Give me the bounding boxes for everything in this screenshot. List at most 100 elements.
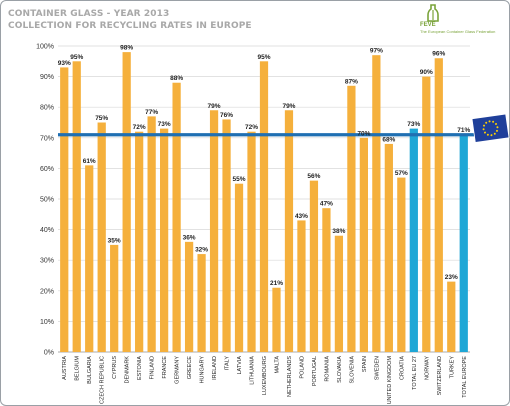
category-label: BULGARIA bbox=[87, 356, 93, 384]
y-tick-label: 40% bbox=[40, 227, 54, 234]
data-label: 70% bbox=[357, 130, 370, 137]
bar bbox=[422, 76, 431, 352]
bar bbox=[184, 241, 194, 352]
flag-star bbox=[495, 129, 498, 132]
category-label: LATVIA bbox=[237, 356, 243, 375]
bar bbox=[334, 235, 344, 352]
category-label: CROATIA bbox=[399, 356, 405, 380]
bar bbox=[172, 82, 181, 352]
category-label: ESTONIA bbox=[137, 356, 143, 380]
glass-bottle-icon bbox=[427, 4, 439, 22]
data-label: 95% bbox=[257, 54, 270, 61]
bar bbox=[222, 119, 231, 352]
data-label: 21% bbox=[270, 280, 283, 287]
category-label: IRELAND bbox=[212, 356, 218, 380]
bar bbox=[347, 85, 356, 352]
logo-subtitle: The European Container Glass Federation bbox=[420, 29, 496, 34]
data-label: 98% bbox=[120, 45, 133, 52]
category-label: LUXEMBOURG bbox=[262, 356, 268, 395]
bar bbox=[434, 58, 443, 353]
category-label: GERMANY bbox=[175, 356, 181, 384]
bar bbox=[85, 165, 94, 352]
data-label: 95% bbox=[70, 54, 83, 61]
chart-title: CONTAINER GLASS - YEAR 2013 COLLECTION F… bbox=[8, 8, 252, 32]
bar bbox=[110, 244, 119, 352]
data-label: 77% bbox=[145, 109, 158, 116]
data-label: 72% bbox=[133, 124, 146, 131]
data-label: 79% bbox=[208, 103, 221, 110]
data-label: 38% bbox=[332, 228, 345, 235]
category-label: TOTAL EU 27 bbox=[412, 356, 418, 390]
category-label: BELGIUM bbox=[75, 356, 81, 381]
flag-star bbox=[495, 122, 498, 125]
bar bbox=[209, 110, 219, 352]
data-label: 35% bbox=[108, 237, 121, 244]
y-tick-label: 30% bbox=[40, 258, 54, 265]
eu-flag-icon bbox=[471, 113, 510, 143]
data-label: 68% bbox=[382, 136, 395, 143]
y-tick-label: 100% bbox=[36, 44, 54, 51]
category-label: SWITZERLAND bbox=[437, 356, 443, 395]
bar bbox=[160, 128, 169, 352]
category-label: TURKEY bbox=[449, 356, 455, 379]
bar bbox=[384, 143, 393, 352]
category-label: SWEDEN bbox=[374, 356, 380, 380]
category-label: ROMANIA bbox=[324, 356, 330, 382]
category-label: NORWAY bbox=[424, 356, 430, 380]
flag-background bbox=[471, 113, 510, 143]
bar bbox=[197, 254, 206, 352]
bar bbox=[272, 287, 281, 352]
bar bbox=[359, 137, 368, 352]
flag-star bbox=[493, 132, 496, 135]
bar bbox=[135, 131, 144, 352]
y-tick-label: 60% bbox=[40, 166, 54, 173]
bar bbox=[372, 55, 381, 353]
data-label: 87% bbox=[345, 78, 358, 85]
bar bbox=[122, 52, 131, 353]
data-label: 71% bbox=[457, 127, 470, 134]
title-line-1: CONTAINER GLASS - YEAR 2013 bbox=[8, 9, 170, 19]
feve-logo: FEVE The European Container Glass Federa… bbox=[420, 4, 506, 38]
flag-star bbox=[490, 134, 493, 137]
y-tick-label: 80% bbox=[40, 105, 54, 112]
y-tick-label: 20% bbox=[40, 288, 54, 295]
category-label: DENMARK bbox=[125, 356, 131, 384]
category-label: PORTUGAL bbox=[312, 356, 318, 386]
data-label: 97% bbox=[370, 48, 383, 55]
data-label: 75% bbox=[95, 115, 108, 122]
flag-star bbox=[496, 126, 499, 129]
bar bbox=[247, 131, 256, 352]
data-label: 61% bbox=[83, 158, 96, 165]
data-label: 72% bbox=[245, 124, 258, 131]
flag-star bbox=[488, 120, 491, 123]
bar bbox=[72, 61, 81, 353]
data-label: 90% bbox=[420, 69, 433, 76]
category-label: NETHERLANDS bbox=[287, 356, 293, 397]
data-label: 23% bbox=[445, 274, 458, 281]
bar bbox=[147, 116, 156, 352]
data-label: 73% bbox=[407, 121, 420, 128]
data-label: 79% bbox=[282, 103, 295, 110]
category-label: AUSTRIA bbox=[62, 356, 68, 380]
data-label: 47% bbox=[320, 201, 333, 208]
flag-star bbox=[492, 120, 495, 123]
category-label: UNITED KINGDOM bbox=[387, 356, 393, 405]
bar bbox=[60, 67, 69, 353]
category-label: SLOVAKIA bbox=[337, 356, 343, 383]
data-label: 93% bbox=[58, 60, 71, 67]
category-label: MALTA bbox=[274, 356, 280, 374]
category-label: HUNGARY bbox=[200, 356, 206, 384]
bar bbox=[322, 208, 331, 352]
bar bbox=[234, 183, 244, 352]
data-label: 96% bbox=[432, 51, 445, 58]
category-label: POLAND bbox=[299, 356, 305, 379]
y-tick-label: 70% bbox=[40, 135, 54, 142]
data-label: 32% bbox=[195, 247, 208, 254]
category-label: GREECE bbox=[187, 356, 193, 380]
category-label: FRANCE bbox=[162, 356, 168, 379]
bar bbox=[397, 177, 406, 352]
flag-star bbox=[486, 133, 489, 136]
data-label: 55% bbox=[233, 176, 246, 183]
data-label: 56% bbox=[307, 173, 320, 180]
bar bbox=[297, 220, 306, 352]
